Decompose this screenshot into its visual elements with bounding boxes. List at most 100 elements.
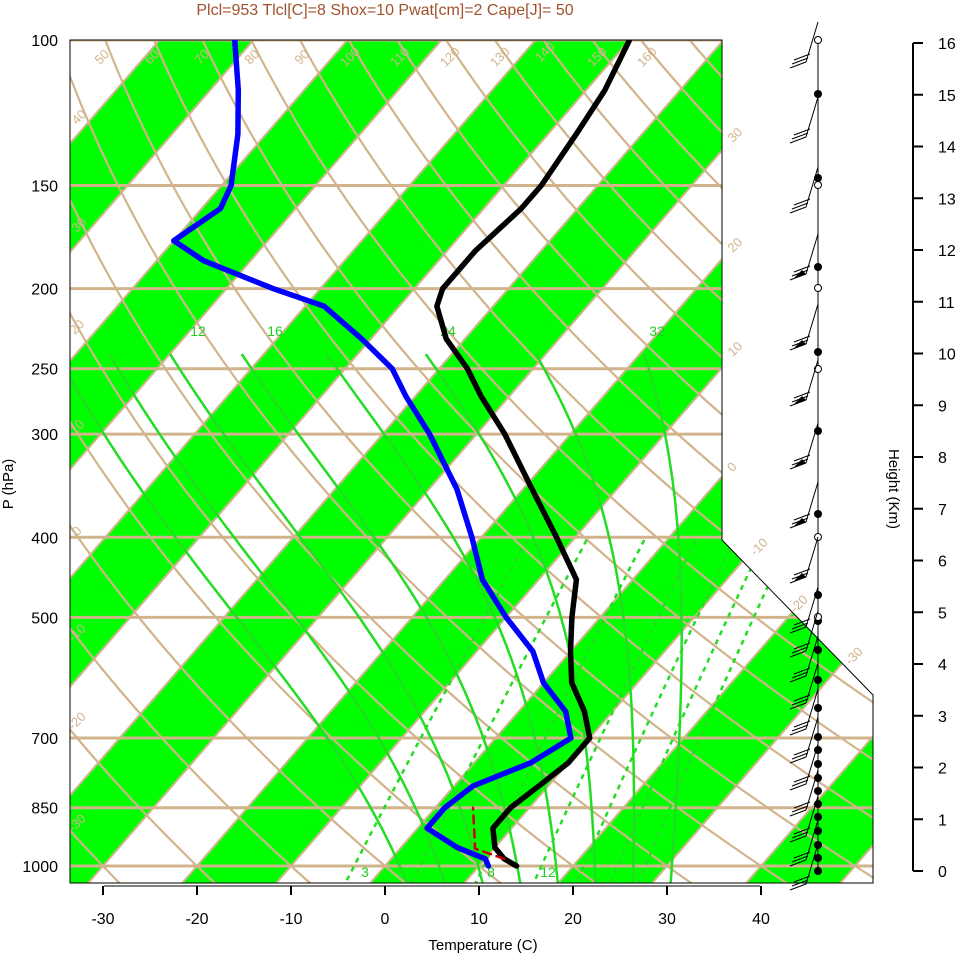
height-tick-label: 3 bbox=[938, 709, 947, 726]
height-tick-label: 2 bbox=[938, 761, 947, 778]
x-tick-label: -20 bbox=[185, 911, 208, 928]
wind-barb bbox=[789, 21, 819, 69]
wind-barb bbox=[789, 795, 819, 843]
wind-level-dot bbox=[814, 263, 822, 271]
isotherm-label: 160 bbox=[634, 44, 660, 70]
wind-level-dot bbox=[814, 827, 822, 835]
height-tick-label: 4 bbox=[938, 657, 947, 674]
wind-barb bbox=[789, 536, 819, 584]
wind-barb bbox=[789, 422, 819, 470]
isotherm-label: -20 bbox=[65, 709, 89, 733]
height-tick-label: 14 bbox=[938, 140, 956, 157]
height-tick-label: 1 bbox=[938, 812, 947, 829]
temperature-stripe bbox=[70, 40, 665, 883]
wind-barb bbox=[789, 166, 819, 214]
mixing-ratio-labels: 12 16 24 323 8 12 bbox=[190, 323, 665, 880]
y-axis: 100 150 200 250 300 400 500 700 850 1000 bbox=[22, 33, 58, 876]
wind-level-dot bbox=[814, 760, 822, 768]
wind-barb-flag bbox=[794, 340, 806, 348]
moist-adiabat bbox=[70, 353, 409, 883]
wind-barb bbox=[789, 359, 819, 407]
dry-adiabat bbox=[240, 40, 873, 883]
height-tick-label: 15 bbox=[938, 88, 956, 105]
wind-level-dot bbox=[814, 787, 822, 795]
mixing-ratio-line bbox=[340, 539, 529, 883]
isotherm-line bbox=[70, 40, 759, 883]
dry-adiabat bbox=[70, 40, 415, 883]
moist-adiabat bbox=[108, 353, 447, 883]
mixing-ratio-label: 8 bbox=[487, 864, 495, 880]
wind-barb-flag bbox=[794, 459, 806, 467]
dry-adiabat bbox=[288, 40, 873, 883]
isotherm-line bbox=[70, 40, 383, 883]
temperature-stripe bbox=[70, 40, 477, 883]
isotherm-label: 30 bbox=[724, 124, 745, 145]
y-tick-label: 850 bbox=[31, 801, 58, 818]
wind-barb-flag bbox=[794, 518, 806, 526]
series-temperature bbox=[434, 40, 633, 869]
isotherm-label: 10 bbox=[724, 338, 745, 359]
x-axis-label: Temperature (C) bbox=[428, 937, 537, 954]
isotherm-label: 90 bbox=[291, 46, 312, 67]
dry-adiabat bbox=[70, 40, 798, 883]
height-tick-label: 12 bbox=[938, 243, 956, 260]
dry-adiabat bbox=[70, 40, 319, 883]
isotherm-line bbox=[542, 40, 873, 883]
isotherm-line bbox=[636, 40, 873, 883]
isotherm-label: -30 bbox=[842, 644, 866, 668]
y-tick-label: 400 bbox=[31, 530, 58, 547]
isotherm-line bbox=[70, 40, 477, 883]
temperature-stripe bbox=[543, 40, 873, 883]
isotherm-line bbox=[0, 0, 6, 900]
mixing-ratio-line bbox=[572, 539, 736, 883]
wind-level-dot bbox=[814, 813, 822, 821]
y-tick-label: 300 bbox=[31, 427, 58, 444]
moist-adiabat-lines bbox=[70, 353, 683, 883]
mixing-ratio-line bbox=[606, 539, 766, 883]
dry-adiabat bbox=[480, 40, 873, 883]
isotherm-label: 130 bbox=[487, 44, 513, 70]
dry-adiabat bbox=[0, 20, 31, 890]
moist-adiabat bbox=[169, 353, 484, 883]
height-tick-label: 5 bbox=[938, 605, 947, 622]
sounding-series bbox=[171, 40, 633, 869]
dry-adiabat bbox=[336, 40, 873, 883]
moist-adiabat bbox=[643, 353, 683, 883]
mixing-ratio-label: 32 bbox=[649, 323, 665, 339]
height-tick-label: 6 bbox=[938, 554, 947, 571]
wind-barb bbox=[789, 662, 819, 710]
dry-adiabat bbox=[144, 40, 873, 883]
chart-title: Plcl=953 Tlcl[C]=8 Shox=10 Pwat[cm]=2 Ca… bbox=[196, 2, 573, 19]
dry-adiabat bbox=[70, 40, 223, 883]
dry-adiabat bbox=[70, 40, 607, 883]
wind-level-dot bbox=[814, 704, 822, 712]
height-tick-label: 8 bbox=[938, 450, 947, 467]
wind-barb-flag bbox=[794, 270, 806, 278]
dry-adiabat bbox=[192, 40, 873, 883]
isotherm-line bbox=[730, 40, 873, 883]
wind-barb-flag bbox=[794, 573, 806, 581]
dry-adiabat bbox=[70, 40, 702, 883]
wind-barb bbox=[789, 843, 819, 891]
y-tick-label: 700 bbox=[31, 731, 58, 748]
y-tick-label: 100 bbox=[31, 33, 58, 50]
wind-barb-flag bbox=[794, 396, 806, 404]
wind-barb bbox=[789, 716, 819, 764]
height-tick-label: 0 bbox=[938, 864, 947, 881]
wind-level-dot-open bbox=[814, 181, 822, 189]
series-dewpoint bbox=[171, 40, 574, 869]
wind-barb bbox=[789, 96, 819, 144]
x-tick-label: 20 bbox=[564, 911, 582, 928]
mixing-ratio-label: 16 bbox=[267, 323, 283, 339]
temperature-stripe bbox=[70, 40, 853, 883]
isotherm-label: 20 bbox=[724, 234, 745, 255]
wind-level-dot bbox=[814, 676, 822, 684]
moist-adiabat bbox=[325, 353, 560, 883]
wind-level-dot bbox=[814, 733, 822, 741]
dry-adiabat bbox=[576, 40, 873, 883]
wind-level-dot bbox=[814, 646, 822, 654]
isotherm-line bbox=[70, 40, 665, 883]
x-tick-label: -30 bbox=[91, 911, 114, 928]
y-tick-label: 200 bbox=[31, 282, 58, 299]
